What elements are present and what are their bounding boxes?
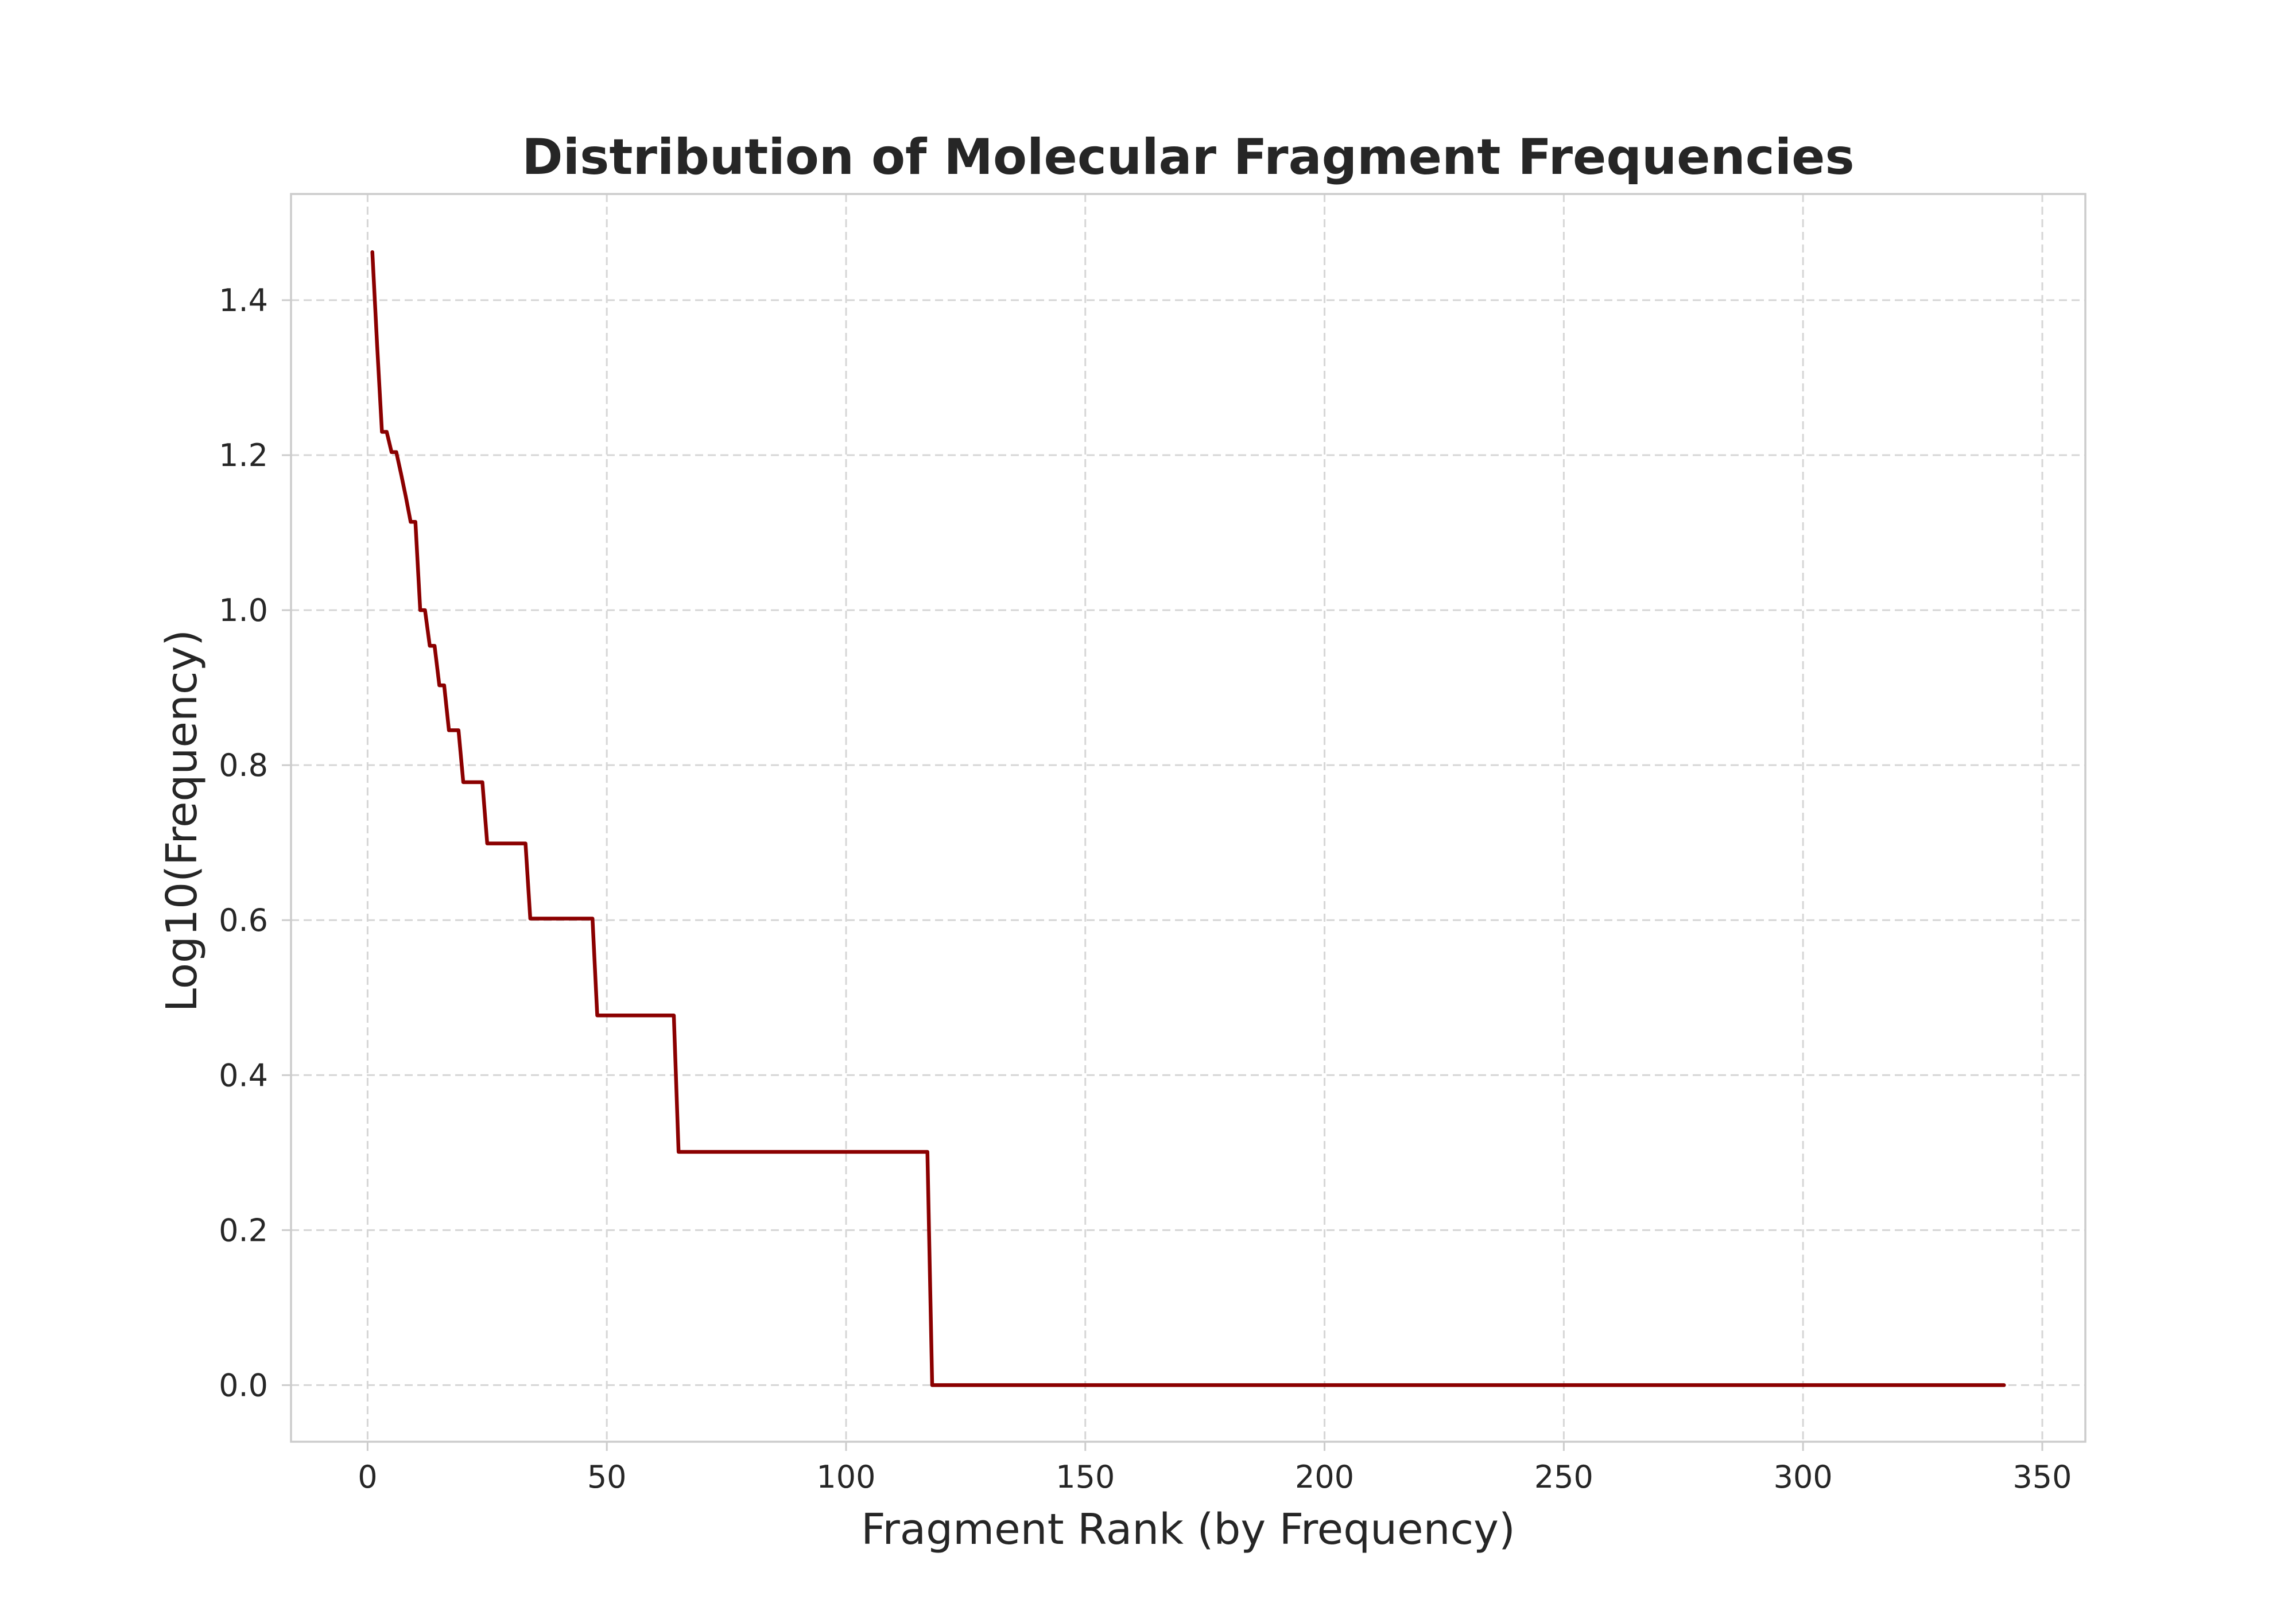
y-tick-label: 0.8 [219,747,268,783]
y-tick-label: 0.0 [219,1367,268,1403]
gridlines [291,194,2085,1442]
y-axis-label: Log10(Frequency) [157,630,207,1012]
y-tick-label: 1.2 [219,437,268,473]
y-tick-label: 0.6 [219,902,268,938]
series-layer [370,250,2006,1387]
y-tick-label: 1.4 [219,282,268,319]
chart-title: Distribution of Molecular Fragment Frequ… [522,129,1854,186]
x-tick-label: 50 [587,1459,627,1495]
y-tick-label: 0.2 [219,1212,268,1248]
y-tick-label: 0.4 [219,1057,268,1093]
x-tick-label: 200 [1295,1459,1354,1495]
x-axis-label: Fragment Rank (by Frequency) [861,1505,1515,1554]
plot-area-frame [290,193,2086,1443]
x-tick-label: 0 [358,1459,377,1495]
x-tick-label: 300 [1774,1459,1833,1495]
x-tick-label: 150 [1056,1459,1115,1495]
y-tick-label: 1.0 [219,592,268,628]
series-line [370,250,2006,1387]
x-tick-label: 250 [1534,1459,1593,1495]
x-tick-label: 350 [2012,1459,2072,1495]
axis-ticks: 0 50 100 150 200 250 300 350 0.0 0.2 0.4 0.6 0.8 1.0 1… [219,282,2072,1495]
x-tick-label: 100 [816,1459,875,1495]
